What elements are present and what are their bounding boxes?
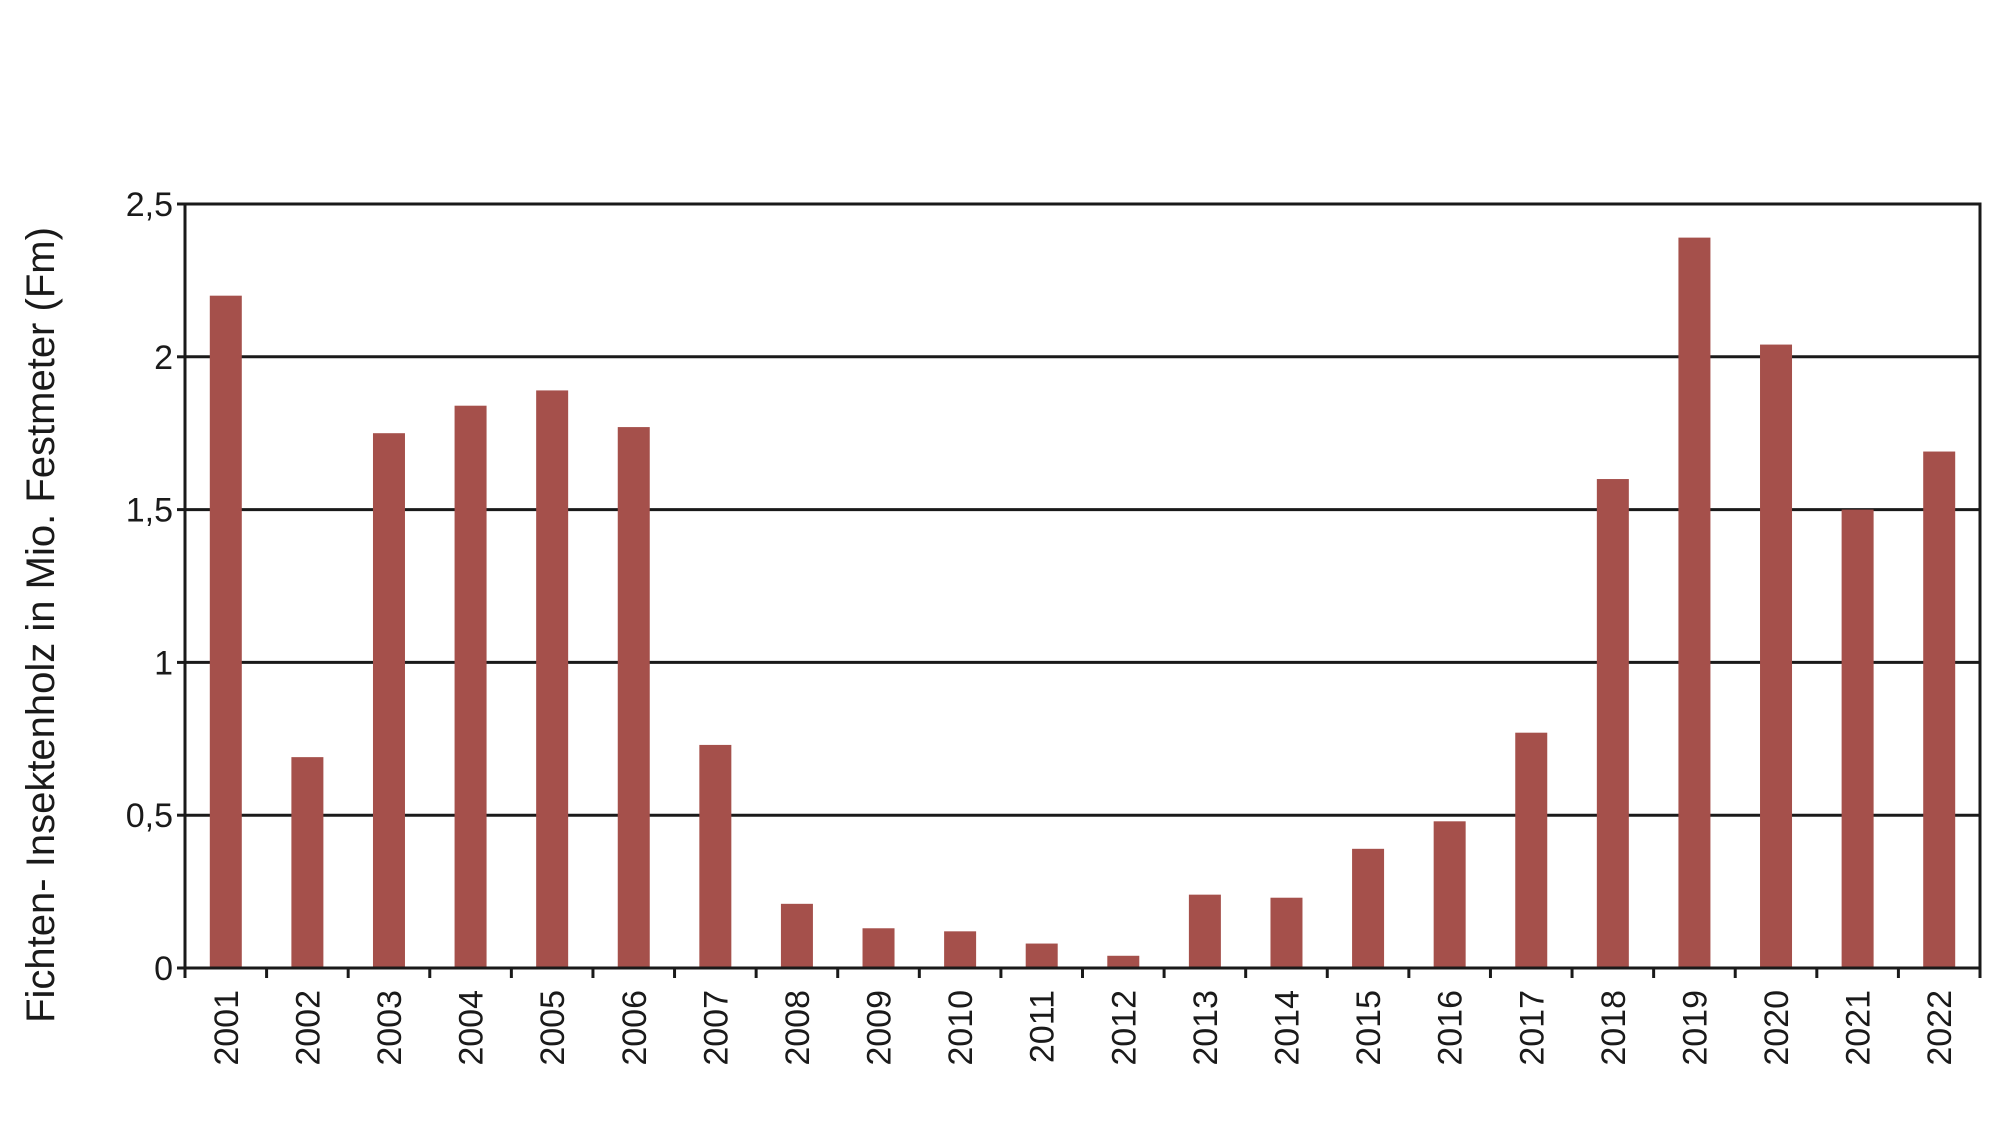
- axes: [177, 202, 1982, 978]
- x-tick-label: 2014: [1268, 990, 1306, 1066]
- gridlines: [185, 355, 1980, 817]
- x-tick-label: 2002: [289, 990, 327, 1066]
- bar-2008: [780, 903, 813, 968]
- x-tick-label: 2004: [453, 990, 491, 1066]
- bar-2009: [862, 928, 895, 968]
- y-tick-label: 1: [154, 644, 173, 682]
- x-tick-label: 2020: [1758, 990, 1796, 1066]
- x-tick-label: 2021: [1840, 990, 1878, 1066]
- y-tick-label: 2,5: [126, 186, 173, 224]
- bar-2015: [1352, 848, 1385, 968]
- x-tick-label: 2003: [371, 990, 409, 1066]
- bar-2002: [291, 757, 324, 968]
- bars: [209, 237, 1956, 969]
- bar-2004: [454, 405, 487, 968]
- bar-2012: [1107, 955, 1140, 968]
- bar-2013: [1188, 894, 1221, 968]
- bar-2011: [1025, 943, 1058, 968]
- y-tick-label: 0,5: [126, 797, 173, 835]
- x-tick-label: 2005: [534, 990, 572, 1066]
- bar-2005: [536, 390, 569, 968]
- x-tick-label: 2008: [779, 990, 817, 1066]
- x-tick-label: 2012: [1105, 990, 1143, 1066]
- x-tick-label: 2015: [1350, 990, 1388, 1066]
- y-tick-label: 2: [154, 339, 173, 377]
- bar-2001: [209, 295, 242, 968]
- x-tick-label: 2011: [1024, 990, 1062, 1063]
- x-tick-label: 2019: [1676, 990, 1714, 1066]
- bar-2006: [617, 427, 650, 968]
- bar-2014: [1270, 897, 1303, 968]
- y-tick-label: 0: [154, 950, 173, 988]
- x-tick-label: 2009: [861, 990, 899, 1066]
- y-tick-label: 1,5: [126, 492, 173, 530]
- x-tick-label: 2016: [1432, 990, 1470, 1066]
- y-axis-title: Fichten- Insektenholz in Mio. Festmeter …: [19, 227, 63, 1023]
- bar-2018: [1596, 479, 1629, 968]
- x-tick-label: 2007: [697, 990, 735, 1066]
- bar-2021: [1841, 509, 1874, 968]
- y-tick-labels: 0 0,5 1 1,5 2 2,5: [126, 186, 173, 988]
- bar-2003: [372, 433, 405, 968]
- bar-2007: [699, 744, 732, 968]
- x-tick-label: 2022: [1921, 990, 1959, 1066]
- x-tick-label: 2013: [1187, 990, 1225, 1066]
- x-tick-label: 2006: [616, 990, 654, 1066]
- x-tick-label: 2018: [1595, 990, 1633, 1066]
- x-tick-label: 2001: [208, 990, 246, 1066]
- bar-2020: [1760, 344, 1793, 968]
- bar-2019: [1678, 237, 1711, 969]
- plot-frame: [183, 202, 1982, 970]
- bar-2017: [1515, 732, 1548, 968]
- bar-2010: [944, 931, 977, 968]
- bar-2016: [1433, 821, 1466, 968]
- bar-2022: [1923, 451, 1956, 968]
- x-tick-label: 2010: [942, 990, 980, 1066]
- x-tick-label: 2017: [1513, 990, 1551, 1066]
- x-tick-labels: 2001 2002 2003 2004 2005 2006 2007 2008 2009 2010…: [208, 990, 1959, 1066]
